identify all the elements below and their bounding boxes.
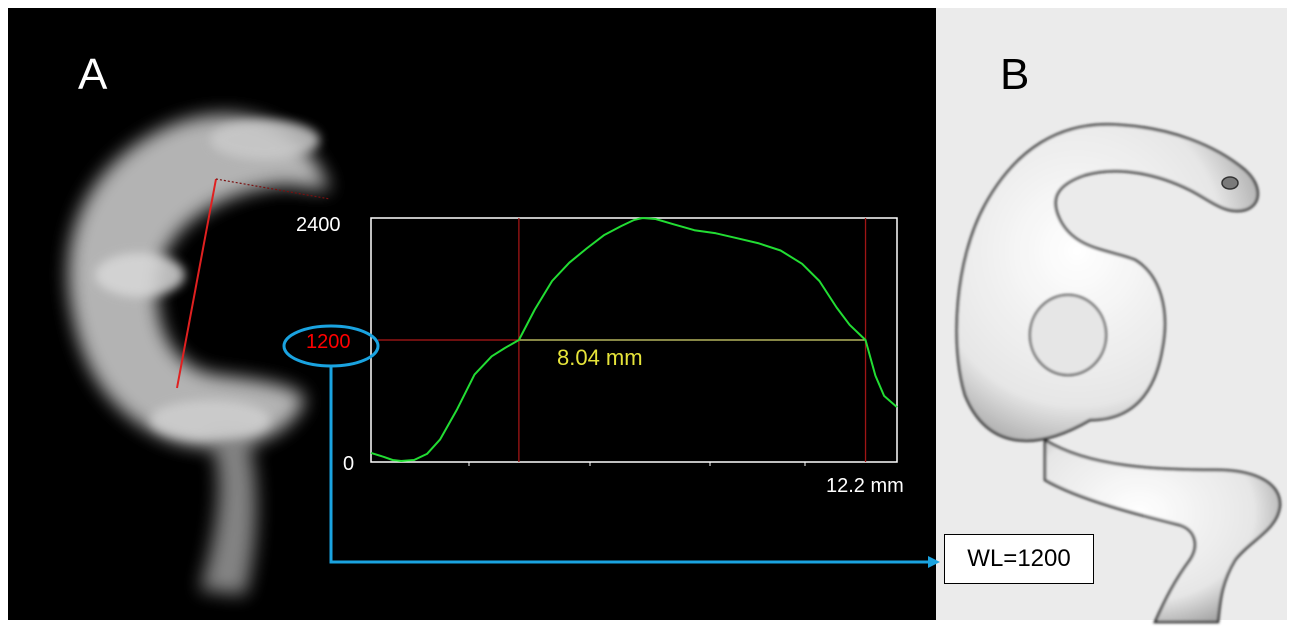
window-level-box: WL=1200 [944,534,1094,584]
mri-blurred-structure [68,114,330,595]
rendered-structure [955,123,1282,624]
callout-arrow [329,367,930,564]
plot-frame [370,217,898,463]
profile-line [176,178,217,389]
threshold-callout-ellipse [282,324,380,368]
intensity-profile-line-0 [370,217,898,462]
panel-a-label: A [78,50,108,99]
x-axis-max-label: 12.2 mm [826,475,904,497]
measurement-label: 8.04 mm [557,345,643,370]
series-layer [370,217,898,462]
x-axis-ticks [468,462,806,466]
y-tick-min-label: 0 [343,453,355,475]
profile-line-extension [215,178,331,200]
y-tick-max-label: 2400 [296,214,341,236]
panel-a-mri-image [8,8,936,620]
callout-arrow-head [928,556,940,568]
panel-b-label: B [1000,50,1030,99]
threshold-tick-label: 1200 [306,331,351,353]
